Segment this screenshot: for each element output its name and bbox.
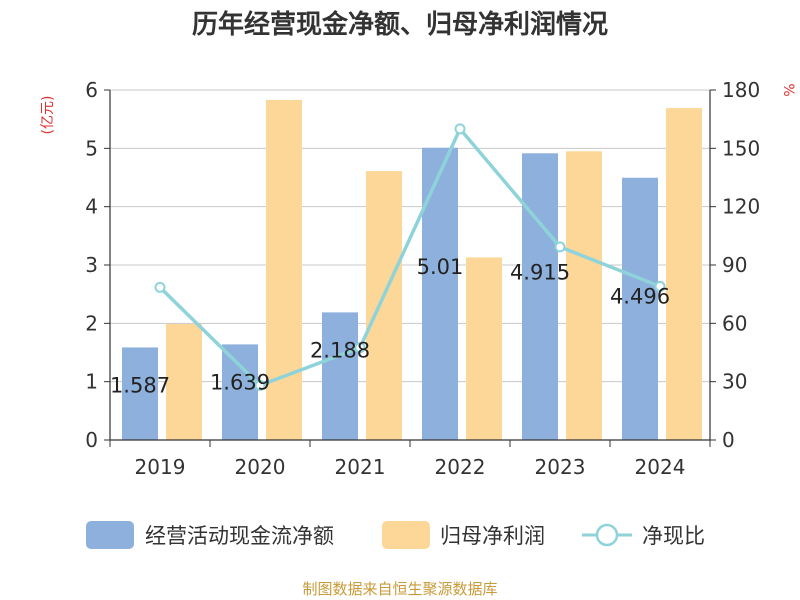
right-tick-label: 60 <box>722 311 747 335</box>
x-tick-label: 2019 <box>135 455 186 479</box>
left-axis-unit: (亿元) <box>40 96 56 135</box>
right-tick-label: 180 <box>722 78 760 102</box>
bar-net-profit <box>366 171 402 441</box>
right-tick-label: 150 <box>722 136 760 160</box>
bar-net-profit <box>166 323 202 440</box>
ratio-point <box>654 280 666 292</box>
data-label: 4.915 <box>510 260 570 284</box>
data-label: 5.01 <box>417 255 464 279</box>
right-tick-label: 0 <box>722 428 735 452</box>
ratio-line-path <box>158 125 661 388</box>
bar-operating-cashflow <box>522 153 558 440</box>
left-tick-label: 2 <box>85 311 98 335</box>
x-tick-label: 2023 <box>535 455 586 479</box>
right-tick-label: 30 <box>722 370 747 394</box>
bar-operating-cashflow <box>222 344 258 440</box>
data-label: 1.639 <box>210 370 270 394</box>
legend[interactable]: 经营活动现金流净额 归母净利润 净现比 <box>86 521 705 549</box>
legend-swatch-ratio-marker <box>595 523 619 547</box>
bar-operating-cashflow <box>122 347 158 440</box>
data-label: 2.188 <box>310 338 370 362</box>
bar-net-profit <box>566 151 602 440</box>
left-tick-label: 5 <box>85 136 98 160</box>
bar-operating-cashflow <box>422 147 458 440</box>
ratio-line <box>154 123 666 391</box>
source-note: 制图数据来自恒生聚源数据库 <box>302 580 497 598</box>
right-tick-label: 90 <box>722 253 747 277</box>
gridlines <box>110 89 710 383</box>
legend-label-operating-cashflow[interactable]: 经营活动现金流净额 <box>145 524 334 548</box>
x-tick-label: 2022 <box>435 455 486 479</box>
x-tick-label: 2024 <box>635 455 686 479</box>
x-tick-label: 2021 <box>335 455 386 479</box>
bar-operating-cashflow <box>622 177 658 440</box>
ratio-point <box>154 281 166 293</box>
right-axis-unit: % <box>780 83 796 96</box>
bar-net-profit <box>266 99 302 441</box>
left-tick-label: 1 <box>85 370 98 394</box>
right-tick-label: 120 <box>722 195 760 219</box>
bars <box>122 99 702 441</box>
data-label: 1.587 <box>110 373 170 397</box>
ratio-point <box>554 241 566 253</box>
legend-swatch-operating-cashflow <box>86 521 134 549</box>
x-tick-label: 2020 <box>235 455 286 479</box>
data-labels: 1.587 1.639 2.188 5.01 4.915 4.496 <box>110 255 670 398</box>
left-tick-label: 3 <box>85 253 98 277</box>
bar-net-profit <box>466 257 502 440</box>
legend-swatch-net-profit <box>382 521 430 549</box>
left-tick-label: 0 <box>85 428 98 452</box>
left-tick-label: 4 <box>85 195 98 219</box>
bar-net-profit <box>666 108 702 440</box>
ratio-point <box>454 123 466 135</box>
legend-label-ratio[interactable]: 净现比 <box>642 524 705 548</box>
bar-operating-cashflow <box>322 312 358 440</box>
ratio-point <box>354 342 366 354</box>
data-label: 4.496 <box>610 285 670 309</box>
chart-title: 历年经营现金净额、归母净利润情况 <box>192 9 608 40</box>
ratio-point <box>254 379 266 391</box>
legend-label-net-profit[interactable]: 归母净利润 <box>440 524 545 548</box>
left-tick-label: 6 <box>85 78 98 102</box>
